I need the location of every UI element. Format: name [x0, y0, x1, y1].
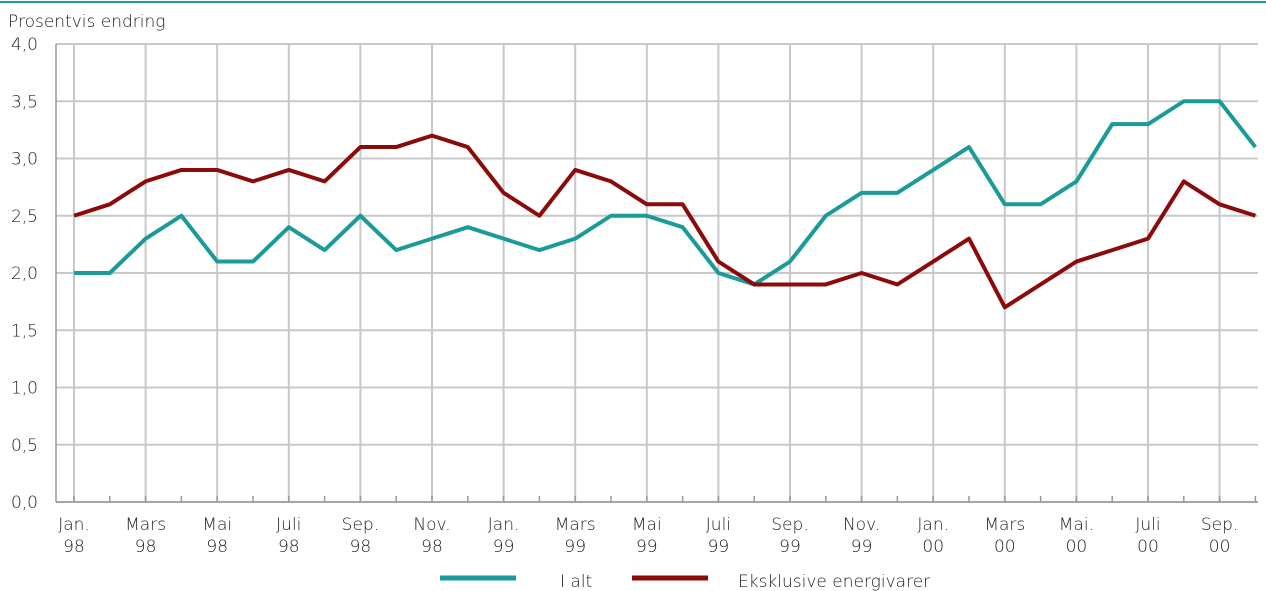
x-tick-label-line: Sep. [771, 515, 808, 535]
x-tick-label-line: Mars [125, 515, 166, 535]
x-tick-label-line: 98 [421, 537, 443, 557]
x-tick-label-line: 00 [1137, 537, 1159, 557]
x-tick-label-line: 99 [493, 537, 515, 557]
x-tick-label-line: 98 [350, 537, 372, 557]
y-tick-label: 4,0 [11, 35, 38, 55]
y-tick-label: 0,0 [11, 493, 38, 513]
legend-label: I alt [560, 572, 592, 591]
x-tick-label-line: Mars [555, 515, 596, 535]
y-axis-label: Prosentvis endring [8, 12, 165, 32]
x-tick-label-line: 00 [1066, 537, 1088, 557]
x-tick-label-line: Jan. [488, 515, 520, 535]
y-tick-label: 3,5 [11, 92, 38, 112]
x-tick-label: Juli 99 [706, 515, 731, 557]
x-tick-label-line: 98 [135, 537, 157, 557]
x-tick-label-line: 99 [851, 537, 873, 557]
x-tick-label: Mars 00 [984, 515, 1025, 557]
x-tick-label-line: Sep. [342, 515, 379, 535]
x-tick-label-line: Jan. [917, 515, 949, 535]
x-tick-label-line: 00 [1209, 537, 1231, 557]
x-tick-label: Juli 98 [276, 515, 301, 557]
x-tick-label-line: Mars [984, 515, 1025, 535]
x-tick-label: Sep. 98 [342, 515, 379, 557]
x-tick-label: Nov. 99 [843, 515, 880, 557]
x-tick-label-line: Juli [1135, 515, 1160, 535]
legend-label: Eksklusive energivarer [738, 572, 930, 591]
y-tick-label: 0,5 [11, 436, 38, 456]
y-tick-label: 1,5 [11, 321, 38, 341]
x-tick-label: Sep. 99 [771, 515, 808, 557]
x-tick-label: Mars 98 [125, 515, 166, 557]
x-tick-label: Juli 00 [1135, 515, 1160, 557]
x-tick-label-line: 99 [636, 537, 658, 557]
x-tick-label-line: Nov. [413, 515, 450, 535]
x-tick-label-line: 99 [708, 537, 730, 557]
x-tick-label: Mai 99 [632, 515, 662, 557]
x-tick-label: Mars 99 [555, 515, 596, 557]
x-tick-label-line: Juli [706, 515, 731, 535]
x-tick-label-line: 00 [994, 537, 1016, 557]
x-tick-label-line: 98 [63, 537, 85, 557]
x-tick-label-line: 99 [564, 537, 586, 557]
x-tick-label: Mai. 00 [1059, 515, 1094, 557]
x-tick-label: Nov. 98 [413, 515, 450, 557]
x-tick-label-line: Jan. [58, 515, 90, 535]
x-tick-label: Sep. 00 [1201, 515, 1238, 557]
x-tick-label: Jan. 00 [917, 515, 949, 557]
x-tick-label-line: Mai [632, 515, 662, 535]
x-tick-label-line: 98 [206, 537, 228, 557]
x-tick-label-line: Mai. [1059, 515, 1094, 535]
x-tick-label: Mai 98 [202, 515, 232, 557]
x-tick-label-line: Sep. [1201, 515, 1238, 535]
x-tick-label-line: Juli [276, 515, 301, 535]
x-tick-label-line: Mai [202, 515, 232, 535]
series-line [73, 133, 1257, 310]
y-tick-label: 1,0 [11, 379, 38, 399]
x-tick-label-line: 00 [922, 537, 944, 557]
y-tick-label: 2,0 [11, 264, 38, 284]
x-tick-label: Jan. 99 [488, 515, 520, 557]
y-tick-label: 2,5 [11, 207, 38, 227]
series-line [74, 99, 1257, 287]
x-tick-label-line: Nov. [843, 515, 880, 535]
y-tick-label: 3,0 [11, 150, 38, 170]
x-tick-label: Jan. 98 [58, 515, 90, 557]
x-tick-label-line: 99 [779, 537, 801, 557]
x-tick-label-line: 98 [278, 537, 300, 557]
